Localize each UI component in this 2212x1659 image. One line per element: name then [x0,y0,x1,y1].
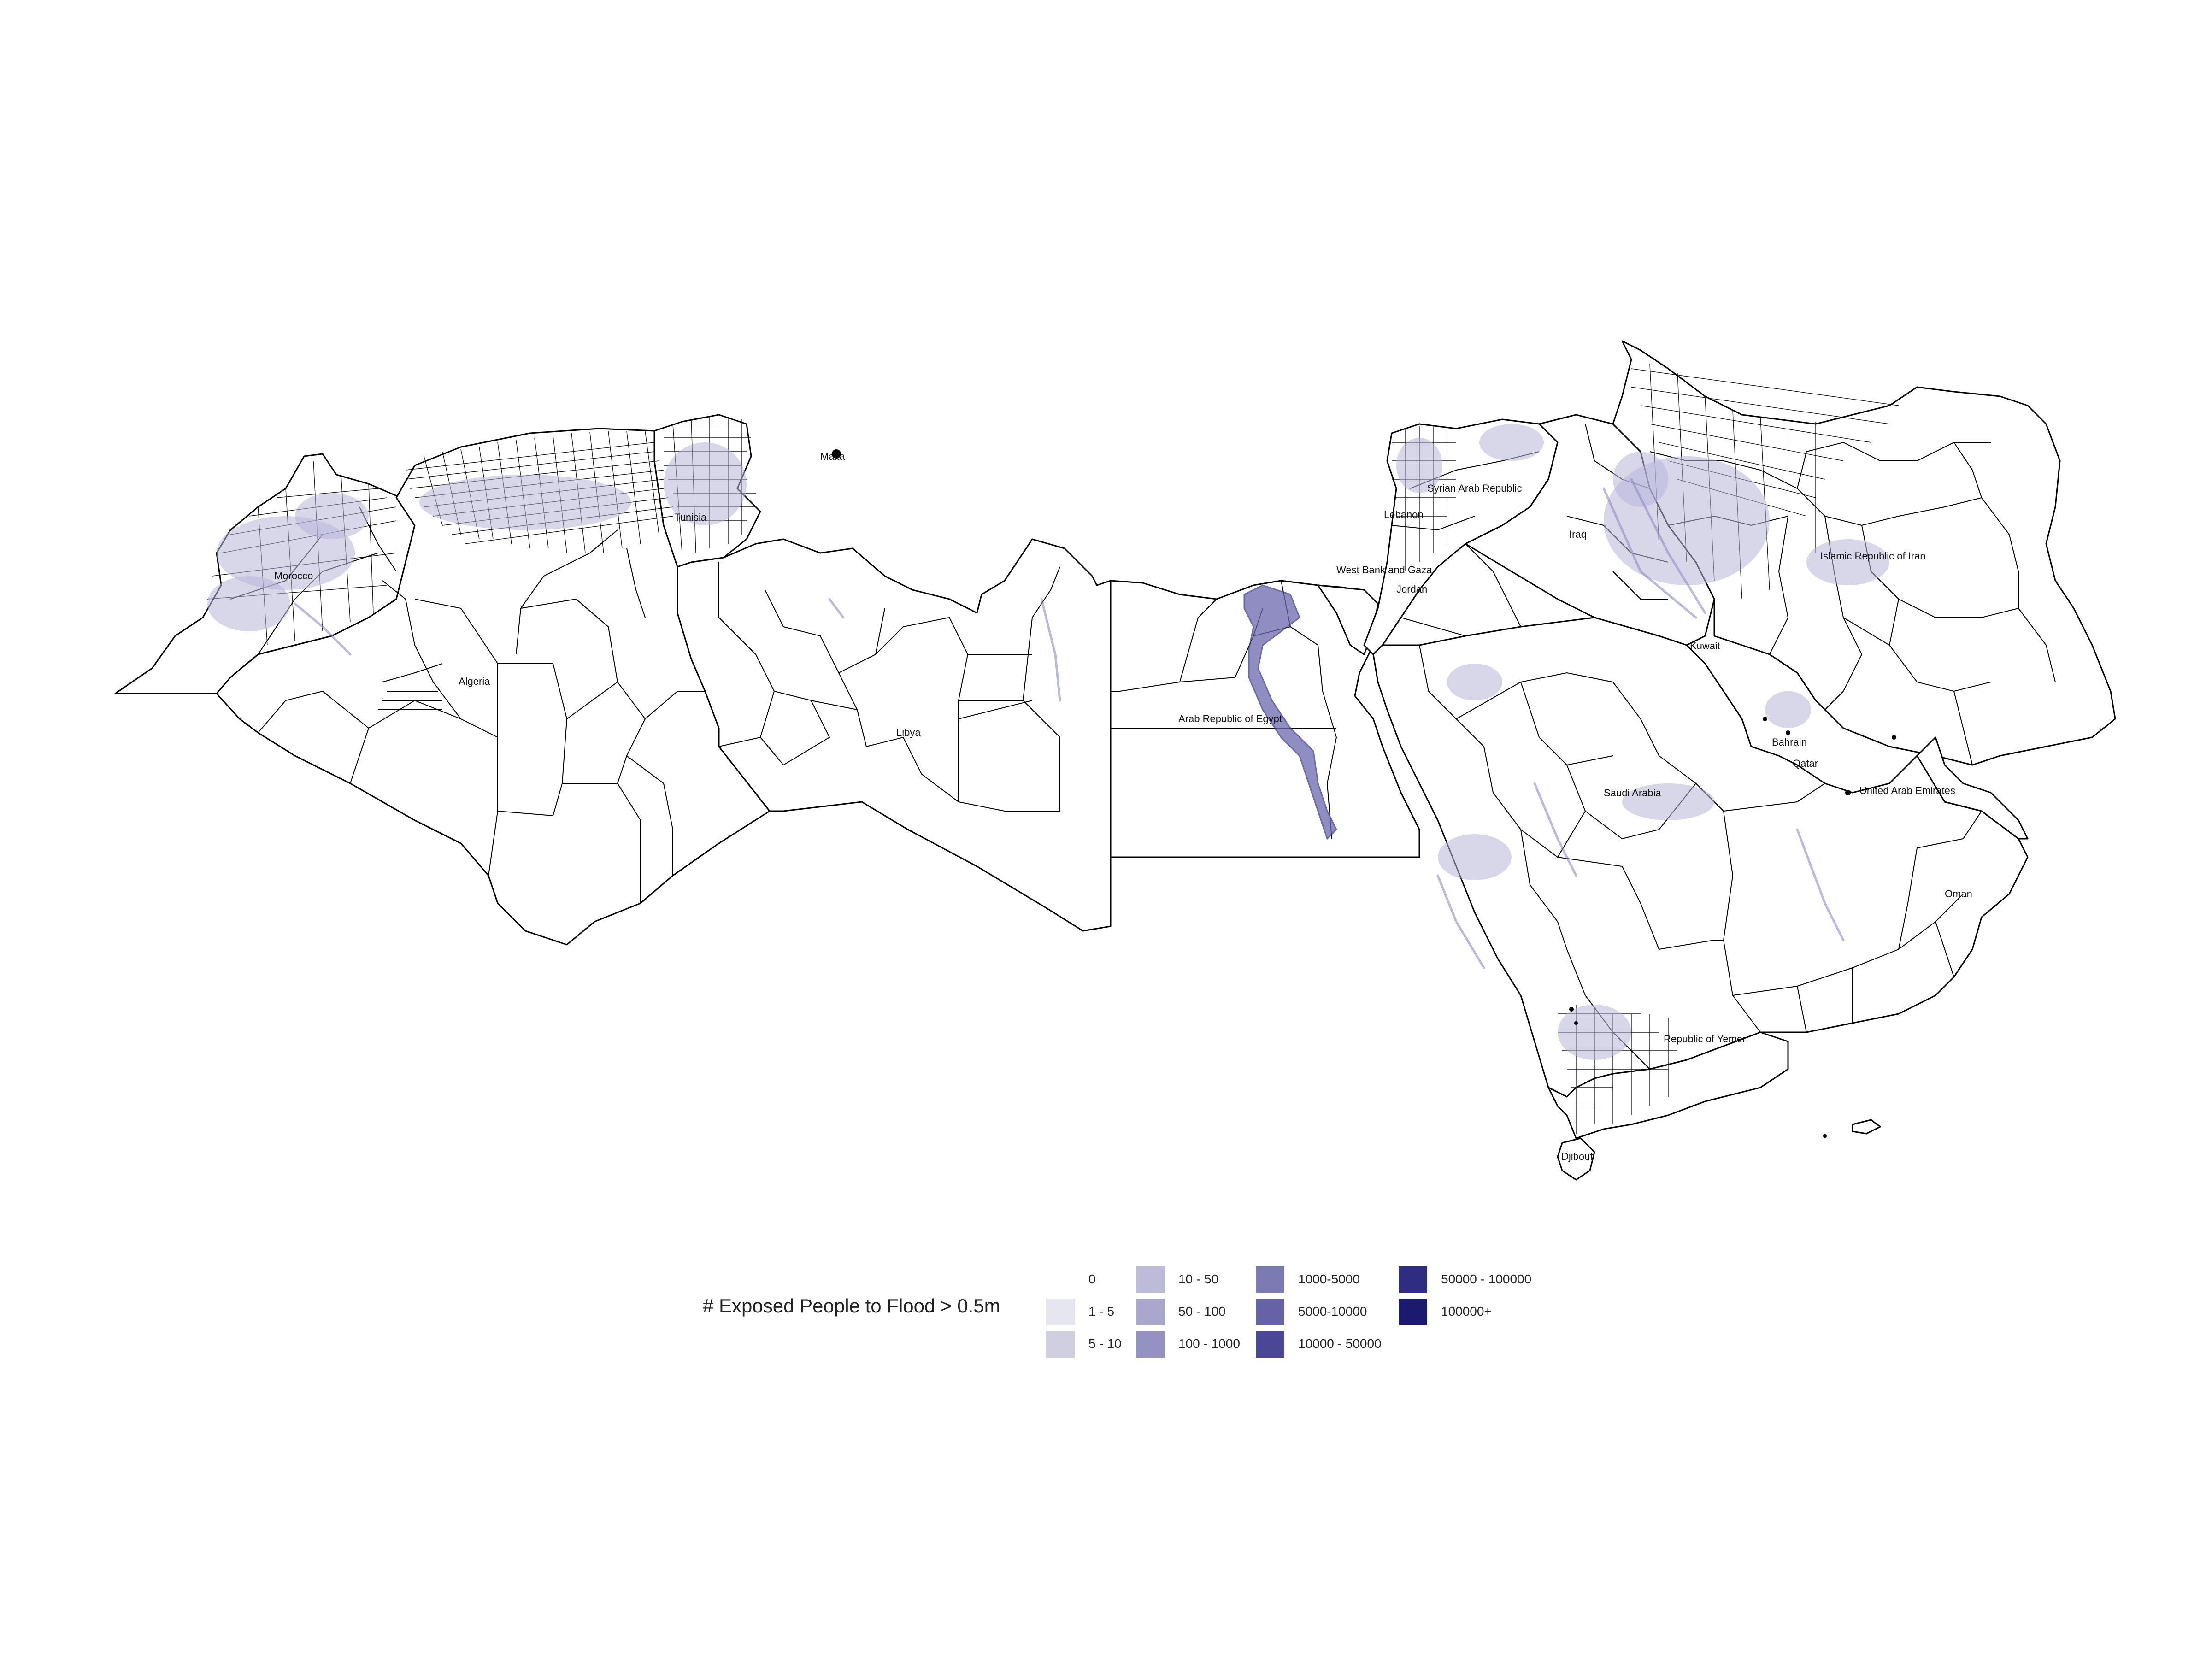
middle-east-flood-shading [1396,424,1889,1060]
label-djibouti: Djibouti [1561,1151,1595,1162]
malta-island [832,449,841,459]
label-bahrain: Bahrain [1772,736,1807,748]
libya-region [677,538,1112,932]
nile-river [1243,584,1337,840]
label-kuwait: Kuwait [1690,640,1720,652]
label-algeria: Algeria [459,676,490,687]
label-west-bank: West Bank and Gaza [1336,564,1432,576]
gulf-islands [1569,717,1896,1138]
label-lebanon: Lebanon [1384,509,1424,520]
label-malta: Malta [820,451,846,462]
label-yemen: Republic of Yemen [1664,1033,1748,1045]
north-africa-region [114,414,1420,946]
label-iraq: Iraq [1569,529,1587,540]
label-iran: Islamic Republic of Iran [1820,550,1926,562]
arabian-peninsula-region [1372,617,2029,1098]
label-tunisia: Tunisia [674,512,707,523]
egypt-region [1110,580,1420,858]
label-qatar: Qatar [1793,758,1818,769]
label-jordan: Jordan [1396,583,1427,595]
middle-east-region [1363,340,2116,1181]
oman-region [1916,736,2029,840]
label-uae: United Arab Emirates [1859,785,1955,796]
socotra-island [1852,1119,1881,1135]
north-africa-admin-boundaries [230,506,1337,903]
north-africa-flood-shading [207,442,1061,702]
country-labels: Morocco Algeria Tunisia Malta Libya Arab… [274,451,1972,1162]
label-oman: Oman [1945,888,1972,900]
label-syria: Syrian Arab Republic [1427,482,1522,494]
label-saudi: Saudi Arabia [1604,787,1662,799]
label-libya: Libya [896,727,921,738]
label-egypt: Arab Republic of Egypt [1178,713,1282,724]
djibouti-region [1557,1137,1595,1181]
label-morocco: Morocco [274,570,313,582]
